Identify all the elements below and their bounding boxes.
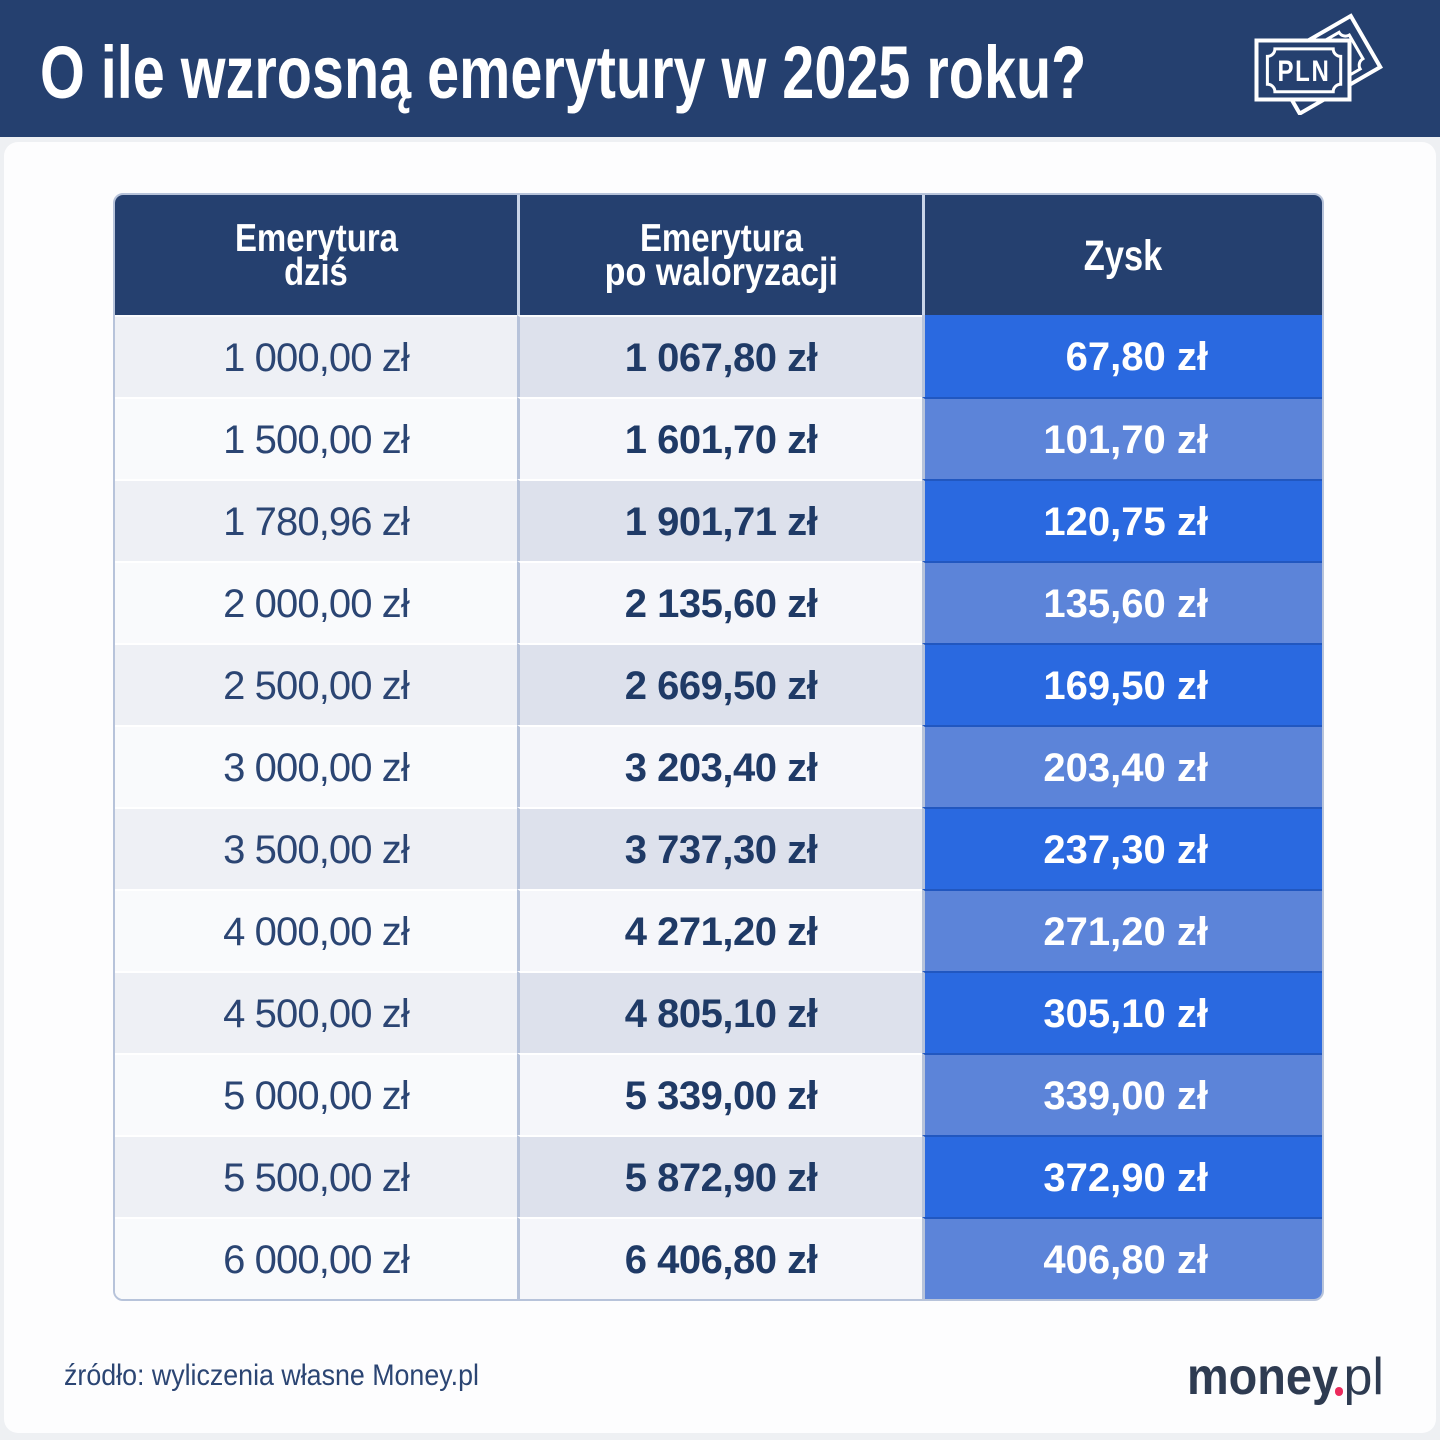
svg-text:PLN: PLN xyxy=(1278,55,1331,88)
